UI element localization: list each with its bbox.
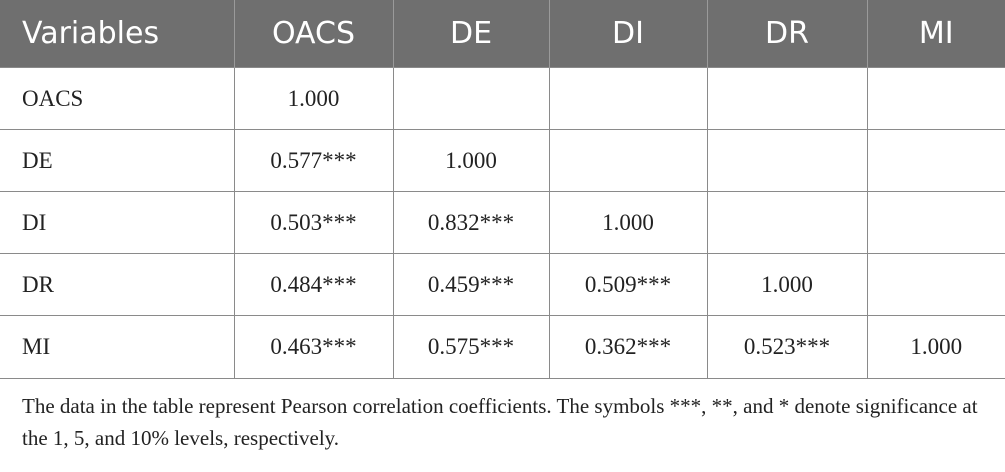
table-row: DR 0.484*** 0.459*** 0.509*** 1.000: [0, 253, 1005, 316]
table-body: OACS 1.000 DE 0.577*** 1.000 DI 0.503***…: [0, 67, 1005, 379]
header-row: Variables OACS DE DI DR MI: [0, 0, 1005, 68]
table-cell: [706, 129, 868, 192]
table-cell: 0.503***: [233, 191, 394, 254]
table-row: MI 0.463*** 0.575*** 0.362*** 0.523*** 1…: [0, 315, 1005, 379]
table-cell: 0.523***: [706, 315, 868, 379]
table-cell: 1.000: [706, 253, 868, 316]
table-cell: 0.509***: [548, 253, 708, 316]
row-label: DR: [0, 253, 235, 316]
row-label: DI: [0, 191, 235, 254]
row-label: MI: [0, 315, 235, 379]
table-cell: 1.000: [233, 67, 394, 130]
table-cell: 1.000: [548, 191, 708, 254]
correlation-table: Variables OACS DE DI DR MI OACS 1.000 DE…: [0, 0, 1005, 379]
table-cell: 0.484***: [233, 253, 394, 316]
table-row: DI 0.503*** 0.832*** 1.000: [0, 191, 1005, 254]
row-label: OACS: [0, 67, 235, 130]
header-cell-de: DE: [392, 0, 549, 68]
table-cell: 0.577***: [233, 129, 394, 192]
table-cell: [866, 129, 1005, 192]
row-label: DE: [0, 129, 235, 192]
table-cell: 0.575***: [392, 315, 550, 379]
table-cell: [706, 191, 868, 254]
header-cell-di: DI: [548, 0, 707, 68]
header-cell-mi: MI: [866, 0, 1005, 68]
table-cell: [548, 129, 708, 192]
table-cell: [866, 191, 1005, 254]
table-cell: [866, 253, 1005, 316]
header-cell-oacs: OACS: [233, 0, 393, 68]
table-footnote: The data in the table represent Pearson …: [22, 394, 978, 450]
table-cell: 0.459***: [392, 253, 550, 316]
header-cell-dr: DR: [706, 0, 867, 68]
table-cell: 0.463***: [233, 315, 394, 379]
table-cell: 1.000: [392, 129, 550, 192]
table-cell: [392, 67, 550, 130]
header-cell-variables: Variables: [0, 0, 234, 68]
table-cell: [548, 67, 708, 130]
correlation-table-container: Variables OACS DE DI DR MI OACS 1.000 DE…: [0, 0, 1005, 379]
table-cell: 0.362***: [548, 315, 708, 379]
table-row: OACS 1.000: [0, 67, 1005, 130]
table-cell: 0.832***: [392, 191, 550, 254]
table-row: DE 0.577*** 1.000: [0, 129, 1005, 192]
table-cell: 1.000: [866, 315, 1005, 379]
table-header: Variables OACS DE DI DR MI: [0, 0, 1005, 68]
table-cell: [706, 67, 868, 130]
table-cell: [866, 67, 1005, 130]
